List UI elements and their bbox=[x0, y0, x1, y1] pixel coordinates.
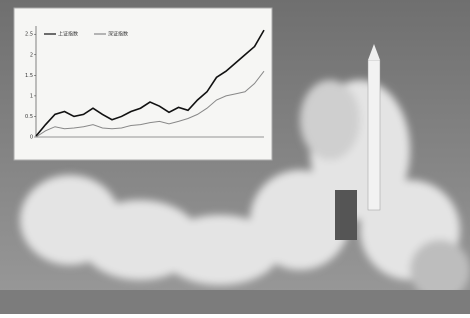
legend-label: 深证指数 bbox=[108, 31, 128, 38]
rocket bbox=[368, 60, 380, 210]
scene: 0 0.5 1 1.5 2 2.5 上证指数 深证指数 bbox=[0, 0, 470, 314]
legend-label: 上证指数 bbox=[58, 31, 78, 38]
y-tick-label: 0 bbox=[30, 135, 33, 141]
y-tick-label: 2.5 bbox=[25, 32, 33, 38]
page: {"chart_data": {"type": "line", "categor… bbox=[0, 0, 470, 314]
y-tick-label: 1.5 bbox=[25, 73, 33, 79]
ground bbox=[0, 290, 470, 314]
y-tick-label: 0.5 bbox=[25, 114, 33, 120]
y-tick-label: 1 bbox=[30, 93, 33, 99]
launch-tower bbox=[335, 190, 357, 240]
y-tick-label: 2 bbox=[30, 52, 33, 58]
